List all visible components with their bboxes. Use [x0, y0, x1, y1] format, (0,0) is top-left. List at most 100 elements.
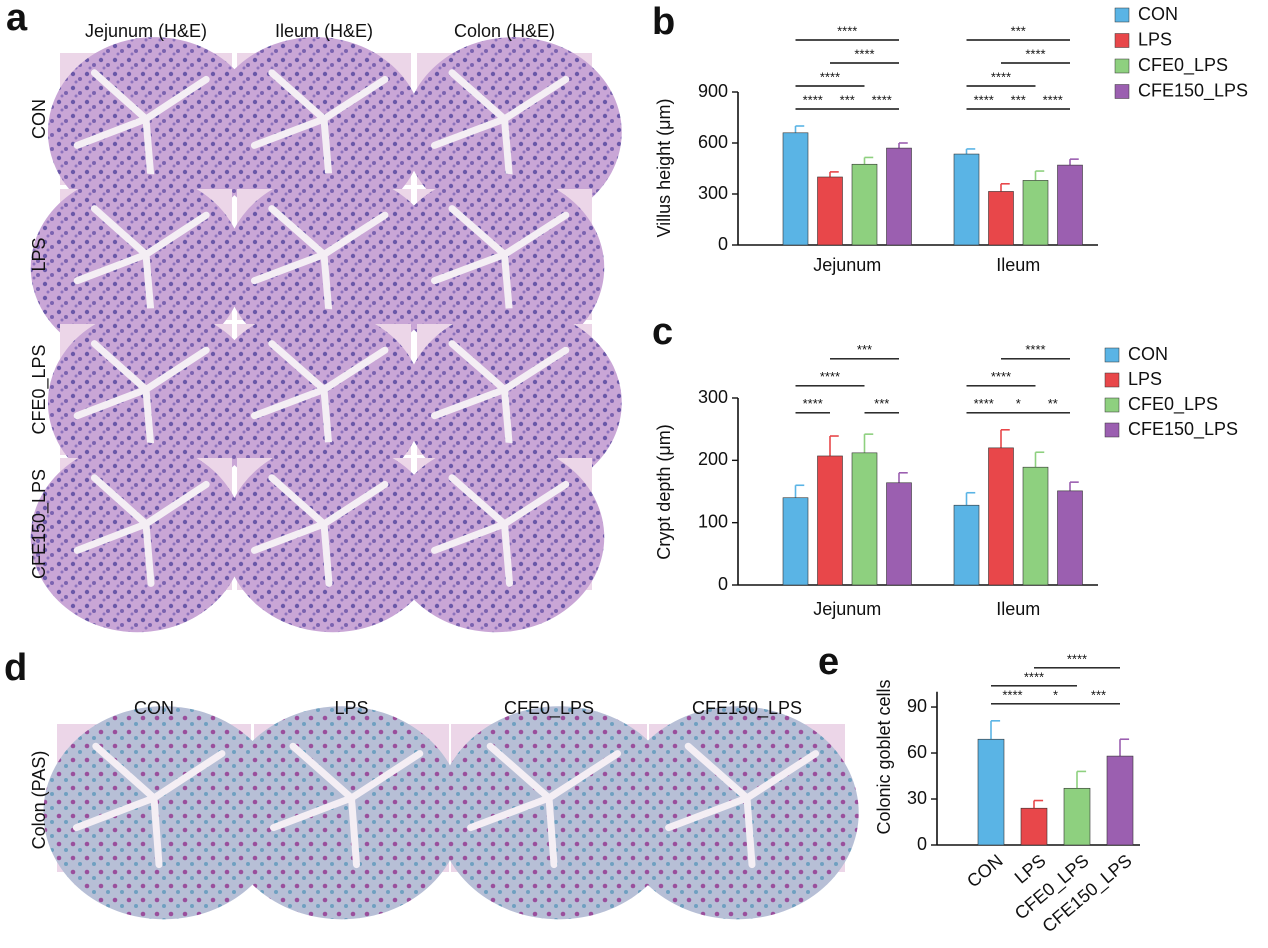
significance-label: ****: [1025, 342, 1045, 357]
column-title: CFE0_LPS: [504, 698, 594, 719]
y-tick-label: 60: [907, 742, 927, 762]
panel-label: e: [818, 641, 839, 683]
bar: [1020, 807, 1048, 846]
bar: [1057, 164, 1083, 246]
lumen: [431, 340, 570, 452]
lumen: [467, 742, 622, 869]
y-tick-label: 90: [907, 696, 927, 716]
tissue: [43, 706, 284, 920]
bar: [953, 153, 980, 246]
lumen: [431, 205, 570, 317]
significance-label: ****: [1024, 669, 1044, 684]
bar: [1022, 466, 1049, 586]
significance-label: ****: [974, 92, 994, 107]
lumen: [73, 205, 210, 317]
tissue: [220, 706, 463, 920]
legend-swatch: [1114, 7, 1130, 23]
column-title: LPS: [334, 698, 368, 718]
lumen: [250, 474, 389, 587]
legend-swatch: [1104, 372, 1120, 388]
lumen: [250, 205, 389, 317]
significance-label: ****: [803, 396, 823, 411]
bar: [886, 147, 912, 246]
lumen: [665, 742, 820, 869]
y-tick-label: 0: [917, 834, 927, 854]
legend-label: LPS: [1128, 369, 1162, 389]
bar: [1057, 490, 1083, 586]
x-tick-label: Jejunum: [813, 599, 881, 619]
significance-label: ***: [1011, 92, 1026, 107]
legend-label: LPS: [1138, 29, 1172, 49]
bar: [988, 447, 1014, 586]
y-axis-label: Colonic goblet cells: [874, 679, 894, 834]
bar: [977, 738, 1005, 846]
significance-label: ****: [991, 69, 1011, 84]
bar: [851, 452, 878, 586]
significance-label: ****: [854, 46, 874, 61]
legend-label: CFE0_LPS: [1128, 394, 1218, 415]
bar: [851, 163, 878, 246]
column-title: Ileum (H&E): [275, 21, 373, 41]
row-label: Colon (PAS): [29, 751, 49, 850]
row-label: CON: [29, 99, 49, 139]
x-tick-label: Ileum: [996, 255, 1040, 275]
y-tick-label: 200: [698, 449, 728, 469]
bar: [782, 497, 809, 586]
significance-label: ****: [837, 23, 857, 38]
legend-swatch: [1104, 422, 1120, 438]
significance-label: ****: [1025, 46, 1045, 61]
bar: [886, 482, 912, 586]
significance-label: ***: [1011, 23, 1026, 38]
y-axis-label: Villus height (μm): [654, 98, 674, 237]
lumen: [431, 474, 570, 587]
bar: [1063, 787, 1091, 846]
lumen: [72, 742, 226, 869]
panel-label: d: [4, 647, 27, 689]
significance-label: ****: [820, 69, 840, 84]
bar: [1022, 180, 1049, 246]
column-title: Colon (H&E): [454, 21, 555, 41]
y-tick-label: 100: [698, 511, 728, 531]
significance-label: **: [1048, 396, 1058, 411]
column-title: CFE150_LPS: [692, 698, 802, 719]
x-tick-label: CON: [963, 850, 1006, 891]
tissue: [30, 442, 245, 633]
legend-swatch: [1104, 347, 1120, 363]
legend-label: CFE0_LPS: [1138, 55, 1228, 76]
lumen: [73, 340, 210, 452]
legend-swatch: [1104, 397, 1120, 413]
y-tick-label: 300: [698, 183, 728, 203]
bar: [782, 132, 809, 246]
lumen: [250, 340, 389, 452]
row-label: LPS: [29, 237, 49, 271]
legend-swatch: [1114, 33, 1130, 48]
column-title: CON: [134, 698, 174, 718]
significance-label: ****: [1043, 92, 1063, 107]
y-tick-label: 0: [718, 574, 728, 594]
legend-label: CON: [1138, 4, 1178, 24]
legend-label: CFE150_LPS: [1138, 80, 1248, 101]
significance-label: *: [1016, 396, 1021, 411]
bar: [817, 455, 843, 586]
panel-label: c: [652, 311, 673, 353]
lumen: [73, 69, 210, 182]
significance-label: ***: [857, 342, 872, 357]
significance-label: ****: [974, 396, 994, 411]
legend-swatch: [1114, 84, 1130, 99]
significance-label: ***: [874, 396, 889, 411]
y-tick-label: 300: [698, 387, 728, 407]
lumen: [431, 69, 570, 182]
row-label: CFE150_LPS: [29, 469, 50, 579]
tissue: [437, 706, 681, 920]
tissue: [224, 442, 441, 633]
legend-swatch: [1114, 58, 1130, 74]
column-title: Jejunum (H&E): [85, 21, 207, 41]
significance-label: ****: [872, 92, 892, 107]
row-label: CFE0_LPS: [29, 344, 50, 434]
significance-label: ****: [803, 92, 823, 107]
significance-label: ****: [1002, 687, 1022, 702]
bar: [953, 504, 980, 586]
tissue: [387, 442, 605, 633]
legend-label: CON: [1128, 344, 1168, 364]
